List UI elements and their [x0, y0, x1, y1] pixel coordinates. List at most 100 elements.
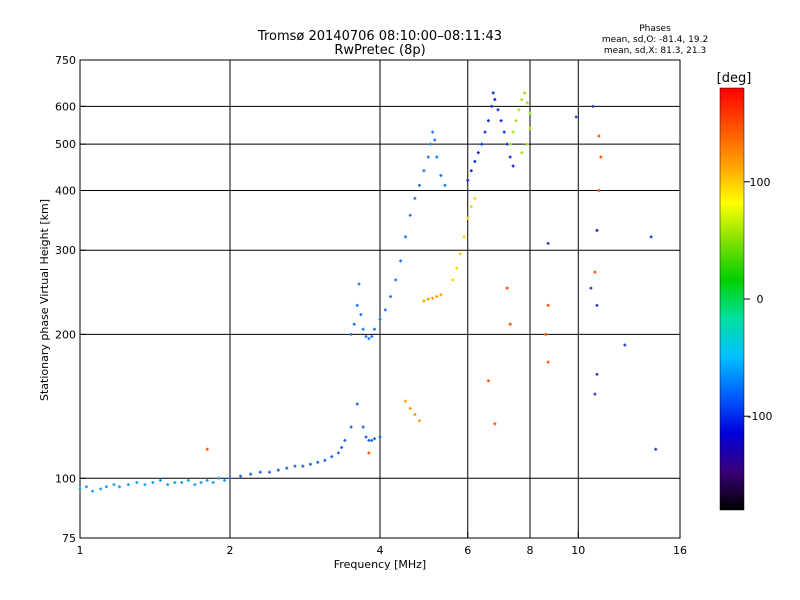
data-point [217, 476, 221, 480]
data-point [431, 130, 435, 134]
data-point [151, 480, 155, 484]
data-point [285, 466, 289, 470]
data-point [408, 213, 412, 217]
data-point [528, 126, 532, 130]
colorbar-tick-label: -100 [748, 410, 773, 423]
data-point [336, 451, 340, 455]
data-point [511, 130, 515, 134]
data-point [493, 422, 497, 426]
phases-stats-x: mean, sd,X: 81.3, 21.3 [604, 46, 706, 56]
data-point [349, 425, 353, 429]
data-point [462, 235, 466, 239]
y-tick-label: 75 [62, 532, 76, 545]
data-point [520, 98, 524, 102]
data-point [378, 317, 382, 321]
data-point [511, 164, 515, 168]
data-point [364, 435, 368, 439]
data-point [589, 286, 593, 290]
data-point [91, 489, 95, 493]
data-point [528, 111, 532, 115]
data-point [199, 480, 203, 484]
data-point [403, 235, 407, 239]
data-point [480, 142, 484, 146]
data-point [546, 303, 550, 307]
data-point [99, 487, 103, 491]
data-point [417, 419, 421, 423]
data-point [508, 142, 512, 146]
data-point [523, 91, 527, 95]
data-point [367, 451, 371, 455]
data-point [367, 438, 371, 442]
data-point [597, 134, 601, 138]
colorbar-ticks: 100 0 -100 [744, 176, 772, 423]
data-point [426, 155, 430, 159]
data-point [597, 188, 601, 192]
data-point [205, 447, 209, 451]
y-tick-label: 500 [55, 138, 76, 151]
data-point [443, 183, 447, 187]
data-point [520, 151, 524, 155]
data-point [505, 286, 509, 290]
chart-subtitle: RwPretec (8p) [334, 43, 425, 58]
data-point [239, 474, 243, 478]
data-point [413, 412, 417, 416]
colorbar-tick-label: 0 [757, 293, 764, 306]
data-point [593, 392, 597, 396]
data-point [267, 470, 271, 474]
data-point [158, 478, 162, 482]
x-tick-label: 6 [464, 544, 471, 557]
data-point [316, 460, 320, 464]
data-point [517, 108, 521, 112]
data-point [508, 322, 512, 326]
data-point [499, 119, 503, 123]
data-point [466, 216, 470, 220]
data-point [525, 142, 529, 146]
y-axis-ticks: 75 100 200 300 400 500 600 750 [55, 54, 86, 545]
chart-title: Tromsø 20140706 08:10:00–08:11:43 [257, 29, 502, 44]
data-point [473, 159, 477, 163]
data-point [486, 119, 490, 123]
data-point [364, 334, 368, 338]
data-point [623, 343, 627, 347]
data-point [403, 399, 407, 403]
x-tick-label: 16 [673, 544, 687, 557]
data-point [378, 435, 382, 439]
data-point [166, 483, 170, 487]
data-point [502, 130, 506, 134]
data-point [249, 472, 253, 476]
data-point [595, 303, 599, 307]
y-tick-label: 750 [55, 54, 76, 67]
data-point [591, 104, 595, 108]
data-point [546, 360, 550, 364]
data-point [126, 483, 130, 487]
data-point [599, 155, 603, 159]
data-point [399, 259, 403, 263]
colorbar-tick-label: 100 [750, 176, 771, 189]
x-tick-label: 4 [377, 544, 384, 557]
phases-stats-o: mean, sd,O: -81.4, 19.2 [602, 35, 708, 45]
data-point [361, 425, 365, 429]
phases-title: Phases [639, 24, 671, 34]
data-point [431, 296, 435, 300]
data-point [276, 468, 280, 472]
data-point [483, 130, 487, 134]
data-point [104, 485, 108, 489]
data-point [496, 108, 500, 112]
data-point [514, 119, 518, 123]
data-point [143, 483, 147, 487]
data-point [343, 438, 347, 442]
x-axis-label: Frequency [MHz] [334, 558, 426, 571]
data-point [458, 252, 462, 256]
data-point [258, 470, 262, 474]
data-point [476, 151, 480, 155]
data-point [649, 235, 653, 239]
data-point [422, 169, 426, 173]
y-tick-label: 100 [55, 472, 76, 485]
data-point [389, 295, 393, 299]
data-point [544, 332, 548, 336]
data-point [413, 196, 417, 200]
data-point [422, 299, 426, 303]
y-tick-label: 300 [55, 244, 76, 257]
data-point [373, 437, 377, 441]
